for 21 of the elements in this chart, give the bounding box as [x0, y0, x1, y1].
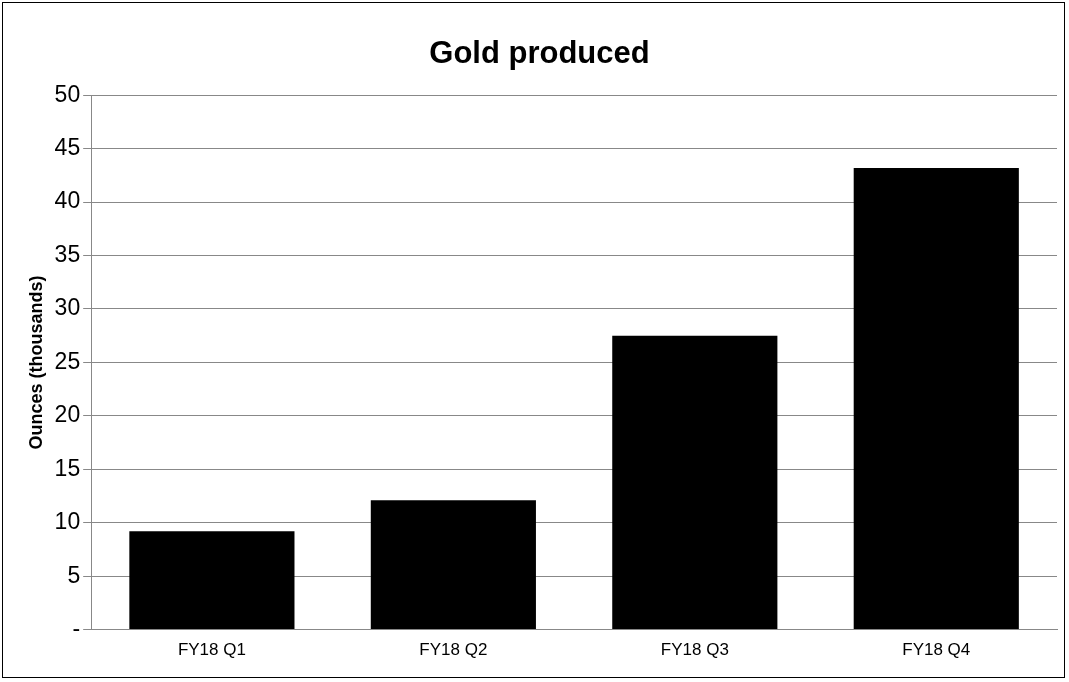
- x-tick-label: FY18 Q1: [177, 640, 246, 660]
- bar: [370, 500, 536, 630]
- y-tick-label: 10: [54, 508, 81, 535]
- y-tick-label: 50: [54, 80, 81, 107]
- y-tick-label: 40: [54, 187, 81, 214]
- bar: [853, 167, 1019, 630]
- x-tick-label: FY18 Q3: [660, 640, 729, 660]
- y-axis-title: Ounces (thousands): [25, 275, 46, 450]
- y-tick-label: 35: [54, 240, 81, 267]
- y-tick-label: 45: [54, 133, 81, 160]
- x-tick-label: FY18 Q2: [419, 640, 488, 660]
- bar: [129, 531, 295, 630]
- x-tick-label: FY18 Q4: [902, 640, 971, 660]
- y-tick-label: 30: [54, 294, 81, 321]
- y-tick-label: 20: [54, 401, 81, 428]
- y-tick-label: -: [72, 614, 81, 641]
- bar: [612, 335, 778, 630]
- chart-title: Gold produced: [429, 35, 650, 71]
- y-tick-label: 25: [54, 347, 81, 374]
- y-tick-label: 15: [54, 454, 81, 481]
- y-tick-label: 5: [67, 561, 81, 588]
